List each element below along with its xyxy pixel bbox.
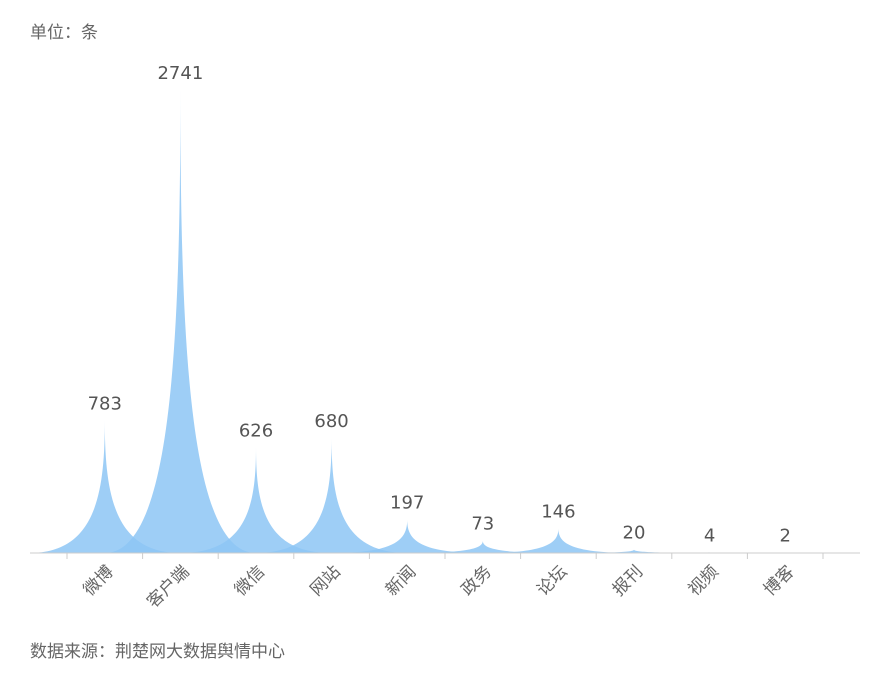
x-tick-label: 新闻 <box>382 562 420 600</box>
x-tick-label: 政务 <box>458 562 496 600</box>
unit-label: 单位：条 <box>30 23 98 43</box>
x-tick-label: 报刊 <box>609 562 647 600</box>
spike-bar <box>558 549 710 553</box>
spike-bar <box>482 528 634 553</box>
x-tick-label: 博客 <box>760 562 798 600</box>
x-tick-label: 论坛 <box>533 562 571 600</box>
source-note: 数据来源：荆楚网大数据舆情中心 <box>30 642 285 662</box>
spike-bar <box>29 420 181 553</box>
value-label: 197 <box>390 493 424 514</box>
x-tick-label: 客户端 <box>143 562 193 612</box>
value-label: 2 <box>779 526 790 547</box>
value-label: 680 <box>314 411 348 432</box>
value-label: 73 <box>471 514 494 535</box>
value-label: 2741 <box>157 63 203 84</box>
value-label: 146 <box>541 501 575 522</box>
spike-bar <box>407 540 559 553</box>
x-tick-label: 微博 <box>80 562 118 600</box>
value-label: 783 <box>88 394 122 415</box>
spike-bar <box>256 438 408 553</box>
x-tick-label: 视频 <box>684 562 722 600</box>
spike-bar <box>104 90 256 553</box>
x-tick-label: 网站 <box>306 562 344 600</box>
spike-bar <box>180 447 332 553</box>
spike-bar <box>331 519 483 553</box>
value-label: 20 <box>623 523 646 544</box>
value-label: 4 <box>704 525 715 546</box>
value-label: 626 <box>239 420 273 441</box>
x-tick-label: 微信 <box>231 562 269 600</box>
